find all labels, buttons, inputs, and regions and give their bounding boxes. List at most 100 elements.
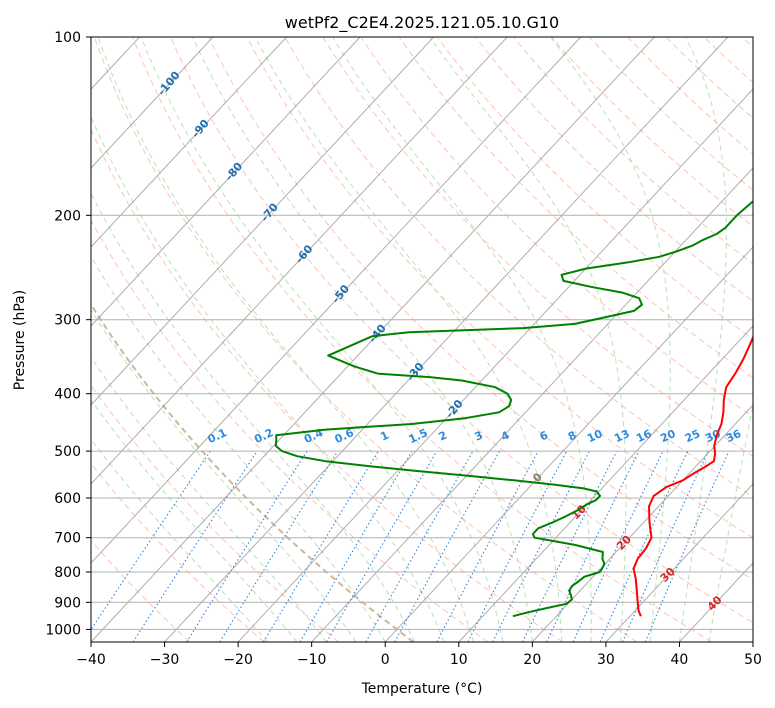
dry-adiabat-line [665, 37, 753, 119]
y-tick-label: 800 [54, 565, 81, 581]
moist-adiabat-line [91, 192, 416, 642]
moist-adiabat-line [97, 37, 474, 642]
dry-adiabat-line [513, 37, 753, 265]
mixing-ratio-label: 13 [612, 427, 631, 445]
moist-adiabat-line [140, 37, 504, 642]
dry-adiabat-line [93, 37, 638, 642]
moist-adiabat-line [332, 37, 592, 642]
mixing-ratio-line [572, 450, 664, 642]
x-axis-label: Temperature (°C) [361, 681, 483, 697]
isotherm-line [237, 88, 753, 642]
mixing-ratio-label: 16 [634, 427, 654, 445]
x-tick-label: 40 [671, 652, 689, 668]
dry-adiabat-line [589, 37, 753, 191]
moist-adiabat-line [91, 356, 327, 642]
moist-adiabat-line [678, 37, 727, 642]
y-tick-label: 900 [54, 595, 81, 611]
dry-adiabat-line [91, 128, 563, 642]
y-axis-label: Pressure (hPa) [12, 290, 28, 390]
mixing-ratio-label: 10 [585, 427, 605, 445]
isotherm-line [605, 483, 753, 642]
dry-adiabat-line [284, 37, 753, 498]
chart-title: wetPf2_C2E4.2025.121.05.10.G10 [285, 13, 559, 33]
moist-adiabat-line [91, 399, 298, 642]
isotherm-line [0, 37, 66, 642]
axes: −40 −30 −20 −10 0 10 20 30 40 5010020030040050060… [45, 30, 762, 668]
moist-adiabat-line [91, 438, 268, 642]
y-tick-label: 700 [54, 531, 81, 547]
dewpoint-profile [274, 200, 753, 618]
mixing-ratio-label: 36 [724, 427, 744, 445]
isotherm-line [91, 37, 655, 642]
mixing-ratio-line [219, 450, 339, 642]
mixing-ratio-line [299, 450, 413, 642]
mixing-ratio-line [394, 450, 501, 642]
dry-adiabat-line [551, 37, 753, 228]
isotherm-line [91, 37, 508, 485]
dry-adiabat-line [436, 37, 753, 340]
mixing-ratio-line [644, 450, 730, 642]
dry-adiabat-line [91, 539, 191, 642]
isotherm-line [311, 167, 753, 642]
mixing-ratio-line [365, 450, 474, 642]
dry-adiabat-line [208, 37, 753, 581]
mixing-ratio-line [132, 450, 258, 642]
dry-adiabat-line [91, 219, 489, 642]
mixing-ratio-line [622, 450, 709, 642]
isotherm-line [752, 641, 753, 642]
moist-adiabat-line [708, 402, 753, 642]
moist-adiabat-line [429, 37, 627, 642]
y-tick-label: 400 [54, 387, 81, 403]
mixing-ratio-label: 25 [683, 427, 702, 445]
moist-adiabat-line [91, 255, 386, 642]
dry-adiabat-line [741, 37, 753, 48]
x-tick-label: −30 [150, 652, 180, 668]
mixing-ratio-label: 1 [378, 429, 390, 444]
isotherm-line [91, 37, 435, 406]
isotherm-line [91, 37, 582, 564]
mixing-ratio-label: 2 [437, 429, 449, 444]
x-tick-label: −10 [297, 652, 327, 668]
x-tick-label: 30 [597, 652, 615, 668]
mixing-ratio-label: 0.2 [252, 426, 275, 446]
mixing-ratio-line [186, 450, 308, 642]
dry-adiabat-line [398, 37, 753, 379]
y-tick-label: 500 [54, 444, 81, 460]
moist-adiabat-line [254, 37, 563, 642]
mixing-ratio-label: 3 [473, 429, 485, 444]
mixing-ratio-line [546, 450, 640, 642]
x-tick-label: 20 [523, 652, 541, 668]
plot-area: 0.1 0.2 0.4 0.6 1 1.5 2 3 4 6 8 10 13 16 20 25 30 36-100-… [0, 37, 753, 642]
mixing-ratio-line [326, 450, 438, 642]
dry-adiabat-line [91, 384, 340, 642]
moist-adiabat-line [550, 37, 671, 642]
mixing-ratio-line [522, 450, 618, 642]
mixing-ratio-line [263, 450, 379, 642]
moist-adiabat-line [91, 309, 357, 642]
dry-adiabat-line [170, 37, 753, 624]
isotherm-line [679, 562, 753, 642]
y-tick-label: 600 [54, 491, 81, 507]
plot-frame [90, 36, 754, 643]
y-tick-label: 100 [54, 30, 81, 46]
isotherm-line [384, 246, 753, 642]
mixing-ratio-label: 6 [538, 428, 551, 443]
x-tick-label: −20 [223, 652, 253, 668]
dry-adiabat-line [322, 37, 753, 457]
y-tick-label: 200 [54, 208, 81, 224]
isotherm-line [531, 404, 753, 642]
x-tick-label: −40 [76, 652, 106, 668]
isotherm-line [91, 37, 361, 327]
isotherm-line [164, 37, 729, 642]
mixing-ratio-label: 1.5 [407, 426, 430, 446]
temperature-profile [632, 334, 753, 617]
dry-adiabat-line [703, 37, 753, 84]
y-tick-label: 1000 [45, 622, 81, 638]
isotherm-line [91, 37, 214, 169]
moist-adiabat-line [91, 115, 445, 642]
mixing-ratio-line [599, 450, 689, 642]
mixing-ratio-label: 4 [499, 428, 512, 443]
x-tick-label: 10 [450, 652, 468, 668]
dry-adiabat-line [246, 37, 753, 539]
